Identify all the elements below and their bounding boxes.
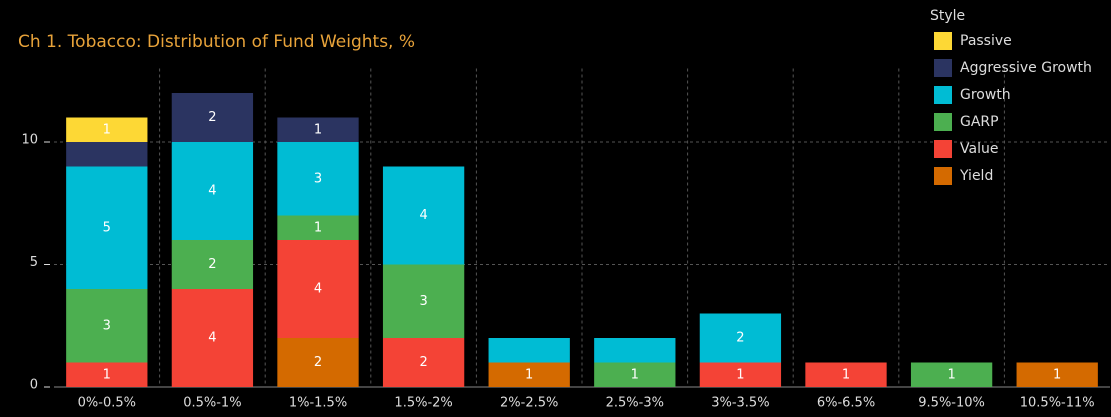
bar-segment: [277, 240, 359, 338]
data-label: 4: [208, 184, 216, 199]
data-label: 2: [208, 110, 216, 125]
bar-segment: [488, 362, 570, 387]
bar-segment: [805, 362, 887, 387]
data-label: 1: [525, 367, 533, 382]
x-tick-label: 6%-6.5%: [817, 396, 875, 411]
data-label: 2: [208, 257, 216, 272]
bar-segment: [699, 362, 782, 387]
bar-segment: [382, 338, 465, 387]
data-label: 2: [314, 355, 322, 370]
data-label: 1: [631, 367, 639, 382]
bar-segment: [171, 93, 254, 142]
bar-segment: [594, 338, 676, 363]
legend-swatch: [934, 167, 952, 185]
bar-segment: [171, 289, 254, 387]
bar-segment: [488, 338, 570, 363]
legend-label: Value: [960, 141, 998, 157]
bar-segment: [66, 142, 148, 167]
data-label: 4: [314, 282, 322, 297]
y-tick-label: 0: [30, 378, 38, 393]
chart-title: Ch 1. Tobacco: Distribution of Fund Weig…: [18, 32, 415, 52]
x-tick-label: 3%-3.5%: [711, 396, 769, 411]
bar-segment: [594, 362, 676, 387]
data-label: 1: [736, 367, 744, 382]
legend-swatch: [934, 59, 952, 77]
x-tick-label: 1%-1.5%: [289, 396, 347, 411]
x-tick-label: 9.5%-10%: [918, 396, 985, 411]
data-label: 1: [103, 122, 111, 137]
legend-label: Passive: [960, 33, 1012, 49]
legend-label: GARP: [960, 114, 999, 130]
bar-segment: [277, 142, 359, 216]
data-label: 1: [842, 367, 850, 382]
x-tick-label: 2%-2.5%: [500, 396, 558, 411]
legend-swatch: [934, 113, 952, 131]
data-label: 4: [208, 331, 216, 346]
y-tick-label: 5: [30, 255, 38, 270]
y-tick-label: 10: [21, 133, 38, 148]
legend-title: Style: [930, 8, 965, 24]
bar-segment: [1016, 362, 1098, 387]
data-label: 1: [314, 122, 322, 137]
x-tick-label: 10.5%-11%: [1020, 396, 1095, 411]
data-label: 3: [103, 318, 111, 333]
data-label: 2: [419, 355, 427, 370]
bar-segment: [382, 264, 465, 338]
bar-segment: [66, 166, 148, 289]
x-tick-label: 2.5%-3%: [606, 396, 664, 411]
legend-label: Aggressive Growth: [960, 60, 1092, 76]
bar-segment: [277, 117, 359, 142]
data-label: 4: [419, 208, 427, 223]
legend-label: Growth: [960, 87, 1011, 103]
data-label: 5: [103, 220, 111, 235]
data-label: 1: [103, 367, 111, 382]
x-tick-label: 0%-0.5%: [78, 396, 136, 411]
bar-segment: [277, 338, 359, 387]
legend-label: Yield: [959, 168, 993, 184]
bar-segment: [910, 362, 993, 387]
data-label: 1: [314, 220, 322, 235]
bar-segment: [382, 166, 465, 265]
bar-segment: [699, 313, 782, 363]
x-tick-label: 1.5%-2%: [394, 396, 452, 411]
bar-segment: [66, 117, 148, 142]
data-label: 2: [736, 331, 744, 346]
legend-swatch: [934, 32, 952, 50]
data-label: 1: [1053, 367, 1061, 382]
legend-swatch: [934, 86, 952, 104]
data-label: 3: [419, 294, 427, 309]
bar-segment: [171, 240, 254, 289]
bar-segment: [66, 289, 148, 363]
legend-swatch: [934, 140, 952, 158]
data-label: 1: [947, 367, 955, 382]
x-tick-label: 0.5%-1%: [183, 396, 241, 411]
bar-segment: [277, 215, 359, 240]
data-label: 3: [314, 171, 322, 186]
bar-segment: [66, 362, 148, 387]
bar-segment: [171, 142, 254, 240]
